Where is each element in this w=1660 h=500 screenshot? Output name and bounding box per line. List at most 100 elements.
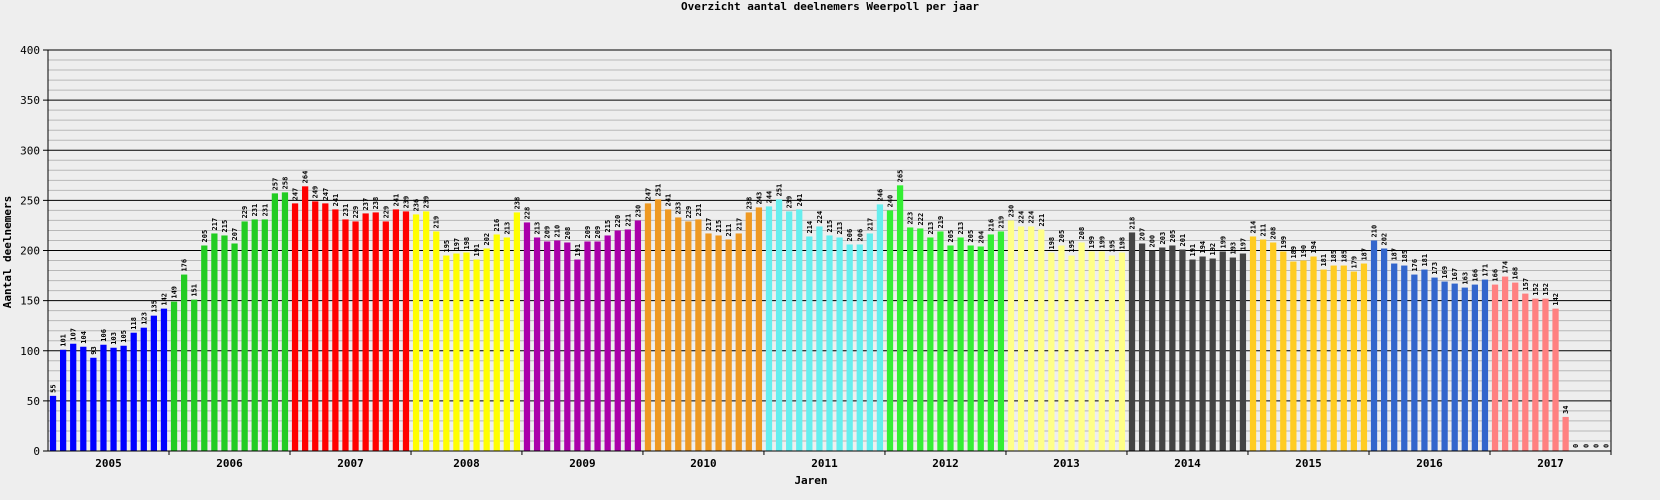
bar [1209,258,1216,451]
data-label: 187 [1360,248,1368,261]
bar [140,327,147,451]
y-tick-label: 100 [20,345,40,358]
bar [1532,298,1539,451]
data-label: 209 [594,226,602,239]
bar [1078,242,1085,451]
data-label: 185 [1340,250,1348,263]
data-label: 93 [90,346,98,354]
data-label: 230 [1008,205,1016,218]
bar [1310,256,1317,451]
bar [1411,274,1418,451]
bar [463,252,470,451]
bar [1088,251,1095,451]
data-label: 220 [614,215,622,228]
bar [786,211,793,451]
bar [453,253,460,451]
bar [1391,263,1398,451]
data-label: 168 [1512,267,1520,280]
bar [181,274,188,451]
data-label: 189 [1290,246,1298,259]
data-label: 224 [816,211,824,224]
bar [1431,277,1438,451]
x-tick-label: 2015 [1295,457,1322,470]
bar [302,186,309,451]
bar [473,259,480,451]
bar [170,301,178,451]
bar [1249,236,1257,451]
data-label: 216 [493,219,501,232]
data-label: 247 [292,188,300,201]
bar [594,241,601,451]
data-label: 231 [695,204,703,217]
data-label: 213 [503,222,511,235]
data-label: 217 [705,218,713,231]
data-label: 228 [523,207,531,220]
data-label: 206 [846,229,854,242]
bar [80,346,87,451]
data-label: 229 [241,206,249,219]
data-label: 190 [1300,245,1308,258]
data-label: 199 [1098,236,1106,249]
data-label: 218 [1129,217,1137,230]
bar [917,228,924,451]
bar [1380,248,1388,451]
bar [312,201,319,451]
data-label: 213 [957,222,965,235]
data-label: 223 [907,212,915,225]
bar [1038,229,1045,451]
bar [957,237,964,451]
data-label: 207 [231,228,239,241]
bar [110,347,117,451]
x-tick-label: 2011 [811,457,838,470]
data-label: 202 [483,233,491,246]
data-label: 34 [1562,405,1570,413]
data-label: 258 [281,177,289,190]
bar [735,233,742,451]
bar [513,212,521,451]
data-label: 213 [927,222,935,235]
data-label: 105 [120,330,128,343]
data-label: 195 [443,240,451,253]
data-label: 231 [261,204,269,217]
data-label: 163 [1461,272,1469,285]
bar [281,192,289,452]
data-label: 176 [1411,259,1419,272]
data-label: 221 [624,214,632,227]
bar [291,203,299,451]
data-label: 185 [1330,250,1338,263]
data-label: 0 [1602,444,1610,448]
data-label: 185 [1401,250,1409,263]
data-label: 205 [1058,230,1066,243]
bar [1239,253,1247,451]
data-label: 224 [1028,211,1036,224]
x-tick-label: 2017 [1537,457,1564,470]
data-label: 167 [1451,268,1459,281]
bar [796,209,803,451]
bar [937,231,944,451]
bar [816,226,823,451]
data-label: 222 [917,213,925,226]
y-tick-label: 400 [20,44,40,57]
data-label: 251 [655,184,663,197]
bar [322,203,329,451]
data-label: 199 [1219,236,1227,249]
data-label: 238 [745,197,753,210]
data-label: 0 [1592,444,1600,448]
data-label: 0 [1582,444,1590,448]
bar [1149,250,1156,451]
data-label: 194 [1310,241,1318,254]
bar [70,343,77,451]
data-label: 210 [554,225,562,238]
bar [836,237,843,451]
bar [433,231,440,451]
data-label: 198 [1118,237,1126,250]
bar [675,217,682,451]
bar [60,349,67,451]
bar [352,221,359,451]
bar [685,221,692,451]
bar [1199,256,1206,451]
data-label: 241 [392,194,400,207]
data-label: 213 [534,222,542,235]
